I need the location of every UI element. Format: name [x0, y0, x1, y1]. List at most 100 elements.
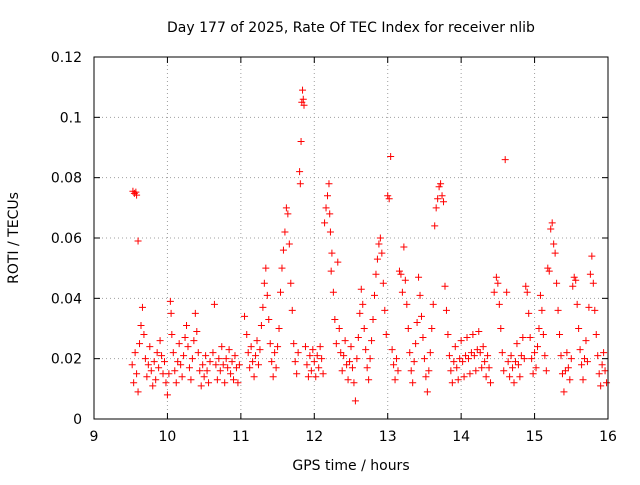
data-point — [428, 325, 436, 332]
data-point — [158, 352, 166, 360]
data-point — [313, 352, 321, 360]
data-point — [600, 349, 608, 357]
data-point — [278, 264, 286, 272]
data-point — [500, 367, 508, 375]
data-point — [413, 318, 421, 326]
data-point — [464, 355, 472, 363]
data-point — [340, 352, 348, 360]
data-point — [338, 367, 346, 375]
x-tick-label: 14 — [452, 429, 470, 445]
data-point — [504, 358, 512, 366]
data-point — [397, 270, 405, 278]
data-point — [319, 370, 327, 378]
data-point — [460, 373, 468, 381]
data-point — [390, 361, 398, 369]
data-point — [401, 276, 409, 284]
data-point — [403, 300, 411, 308]
data-point — [507, 352, 515, 360]
data-point — [147, 367, 155, 375]
data-point — [409, 379, 417, 387]
data-point — [503, 288, 511, 296]
data-point — [202, 352, 210, 360]
data-point — [252, 352, 260, 360]
data-point — [169, 349, 177, 357]
data-point — [373, 255, 381, 263]
data-point — [442, 306, 450, 314]
data-point — [419, 334, 427, 342]
data-point — [585, 303, 593, 311]
data-point — [224, 364, 232, 372]
data-point — [416, 291, 424, 299]
y-tick-label: 0.12 — [51, 50, 82, 66]
data-point — [388, 346, 396, 354]
x-tick-label: 9 — [90, 429, 99, 445]
data-point — [163, 391, 171, 399]
data-point — [429, 300, 437, 308]
data-point — [603, 379, 611, 387]
data-point — [529, 370, 537, 378]
data-point — [582, 337, 590, 345]
y-tick-label: 0.06 — [51, 231, 82, 247]
data-point — [180, 352, 188, 360]
data-point — [196, 367, 204, 375]
data-point — [431, 222, 439, 230]
data-point — [172, 379, 180, 387]
data-point — [185, 364, 193, 372]
data-point — [134, 237, 142, 245]
data-point — [266, 340, 274, 348]
data-point — [550, 240, 558, 248]
data-point — [250, 373, 258, 381]
data-point — [219, 361, 227, 369]
data-point — [497, 325, 505, 332]
data-point — [348, 364, 356, 372]
data-point — [309, 346, 317, 354]
data-point — [534, 343, 542, 351]
data-point — [279, 246, 287, 254]
y-axis-label: ROTI / TECUs — [6, 192, 22, 284]
x-axis-label: GPS time / hours — [292, 458, 409, 474]
x-tick-label: 11 — [232, 429, 250, 445]
data-point — [269, 373, 277, 381]
data-point — [404, 325, 412, 332]
data-point — [307, 367, 315, 375]
data-point — [234, 379, 242, 387]
chart-title: Day 177 of 2025, Rate Of TEC Index for r… — [167, 20, 535, 36]
data-point — [268, 358, 276, 366]
data-point — [301, 343, 309, 351]
data-point — [407, 367, 415, 375]
data-point — [382, 331, 390, 339]
data-point — [241, 312, 249, 320]
data-point — [344, 376, 352, 384]
data-point — [187, 376, 195, 384]
data-point — [244, 349, 252, 357]
data-point — [394, 367, 402, 375]
data-point — [362, 346, 370, 354]
data-point — [472, 367, 480, 375]
data-point — [265, 315, 273, 323]
x-tick-label: 15 — [526, 429, 544, 445]
data-point — [514, 361, 522, 369]
data-point — [262, 264, 270, 272]
data-point — [547, 225, 555, 233]
data-point — [231, 352, 239, 360]
data-point — [287, 279, 295, 287]
data-point — [381, 306, 389, 314]
data-point — [561, 367, 569, 375]
data-point — [586, 270, 594, 278]
grid-lines — [94, 57, 608, 419]
data-point — [495, 300, 503, 308]
data-point — [257, 321, 265, 329]
data-point — [183, 321, 191, 329]
data-point — [149, 382, 157, 390]
x-tick-label: 12 — [305, 429, 323, 445]
data-point — [435, 183, 443, 191]
data-point — [137, 321, 145, 329]
data-point — [303, 361, 311, 369]
data-point — [354, 334, 362, 342]
data-point — [347, 343, 355, 351]
data-point — [467, 349, 475, 357]
data-point — [337, 349, 345, 357]
data-point — [520, 355, 528, 363]
data-point — [131, 349, 139, 357]
